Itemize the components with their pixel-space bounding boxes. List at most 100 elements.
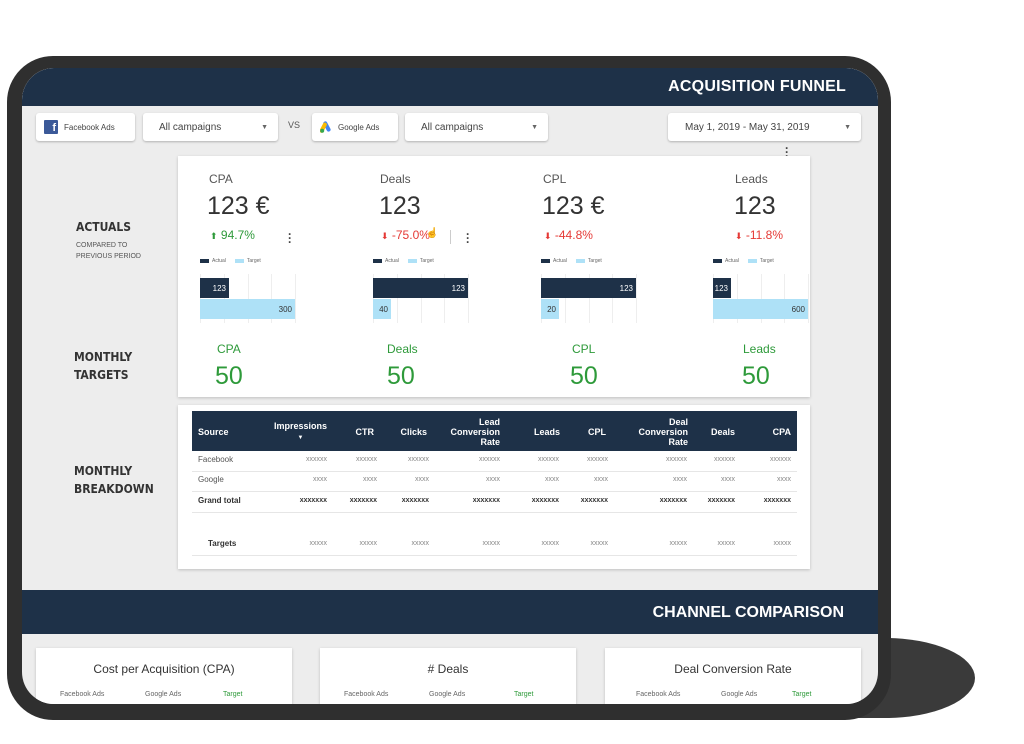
- chart-gridline: [784, 274, 785, 323]
- kpi-delta-value: -44.8%: [554, 228, 593, 242]
- column-header-label: Impressions: [273, 421, 328, 431]
- comparison-card-title: # Deals: [427, 662, 469, 676]
- target-name: Deals: [387, 342, 418, 356]
- chart-gridline: [713, 274, 714, 323]
- chart-gridline: [468, 274, 469, 323]
- chart-gridline: [224, 274, 225, 323]
- chart-legend: Actual Target: [373, 258, 434, 264]
- row-divider: [192, 555, 797, 556]
- table-cell: xxxx: [363, 476, 377, 483]
- actuals-sublabel: COMPARED TO: [76, 242, 128, 249]
- legend-label: Target: [759, 258, 774, 264]
- source-label: Facebook Ads: [64, 122, 115, 132]
- table-cell: xxxxxxx: [531, 497, 559, 504]
- chart-gridline: [373, 274, 374, 323]
- legend-label: Facebook Ads: [344, 691, 389, 698]
- table-cell: xxxxxx: [538, 456, 559, 463]
- table-cell: xxxxxxx: [472, 497, 500, 504]
- legend-label: Target: [419, 258, 434, 264]
- legend-label: Target: [587, 258, 602, 264]
- campaign-dropdown-1[interactable]: All campaigns ▼: [143, 113, 278, 141]
- chart-gridline: [421, 274, 422, 323]
- more-options-icon[interactable]: ···: [466, 227, 470, 249]
- campaign-dropdown-value: All campaigns: [159, 121, 222, 133]
- target-value: 50: [387, 362, 415, 390]
- breakdown-label-line: MONTHLY: [74, 464, 133, 478]
- table-cell: xxxxxx: [479, 456, 500, 463]
- table-cell: xxxxxxx: [580, 497, 608, 504]
- more-options-icon[interactable]: ···: [288, 227, 292, 249]
- chart-legend: Actual Target: [200, 258, 261, 264]
- table-cell: xxxxx: [309, 540, 328, 547]
- legend-label: Target: [514, 691, 534, 698]
- kpi-delta: ⬇ -75.0%: [381, 228, 430, 242]
- legend-swatch-target: [747, 259, 757, 263]
- table-cell: xxxxxx: [666, 456, 687, 463]
- source-selector-facebook[interactable]: f Facebook Ads: [36, 113, 135, 141]
- legend-swatch-actual: [713, 259, 722, 263]
- target-value: 50: [742, 362, 770, 390]
- target-name: Leads: [743, 342, 776, 356]
- date-range-picker[interactable]: May 1, 2019 - May 31, 2019 ▼: [668, 113, 861, 141]
- legend-label: Actual: [385, 258, 399, 264]
- chart-gridline: [248, 274, 249, 323]
- table-cell: xxxxxx: [770, 456, 791, 463]
- column-header-impressions[interactable]: Impressions ▼: [272, 421, 329, 443]
- chart-gridline: [808, 274, 809, 323]
- chart-gridline: [612, 274, 613, 323]
- chevron-down-icon: ▼: [844, 123, 851, 131]
- target-value: 50: [570, 362, 598, 390]
- table-cell: xxxxx: [773, 540, 792, 547]
- column-header-ctr[interactable]: CTR: [355, 427, 375, 437]
- column-header-deal-conversion-rate[interactable]: Deal Conversion Rate: [638, 417, 688, 447]
- legend-label: Facebook Ads: [60, 691, 105, 698]
- kpi-delta: ⬆ 94.7%: [210, 228, 255, 242]
- table-cell: xxxx: [313, 476, 327, 483]
- legend-swatch-actual: [200, 259, 209, 263]
- comparison-card-deal-conversion-rate: Deal Conversion Rate Facebook Ads Google…: [605, 648, 861, 704]
- column-header-leads[interactable]: Leads: [533, 427, 560, 437]
- bar-target: 300: [200, 299, 295, 319]
- source-selector-google[interactable]: Google Ads: [312, 113, 398, 141]
- table-cell: xxxxxxx: [659, 497, 687, 504]
- divider: [450, 230, 451, 244]
- page-title: ACQUISITION FUNNEL: [668, 78, 846, 95]
- column-header-source[interactable]: Source: [198, 427, 229, 437]
- sort-desc-icon: ▼: [297, 435, 304, 441]
- table-cell: xxxxxx: [356, 456, 377, 463]
- bar-target: 20: [541, 299, 559, 319]
- table-cell: xxxxx: [482, 540, 501, 547]
- chart-gridline: [541, 274, 542, 323]
- column-header-clicks[interactable]: Clicks: [400, 427, 427, 437]
- table-cell: xxxxxxx: [401, 497, 429, 504]
- column-header-lead-conversion-rate[interactable]: Lead Conversion Rate: [450, 417, 500, 447]
- legend-swatch-actual: [373, 259, 382, 263]
- arrow-down-icon: ⬇: [735, 231, 743, 241]
- row-divider: [192, 512, 797, 513]
- table-row-name: Google: [198, 475, 224, 484]
- comparison-card-title: Cost per Acquisition (CPA): [93, 662, 235, 676]
- campaign-dropdown-2[interactable]: All campaigns ▼: [405, 113, 548, 141]
- target-name: CPL: [572, 342, 596, 356]
- comparison-band: [22, 590, 878, 634]
- column-header-cpa[interactable]: CPA: [772, 427, 791, 437]
- table-cell: xxxx: [415, 476, 429, 483]
- table-cell: xxxxxx: [306, 456, 327, 463]
- chart-gridline: [737, 274, 738, 323]
- kpi-value: 123 €: [207, 192, 270, 220]
- targets-label-line: MONTHLY: [74, 350, 133, 364]
- column-header-deals[interactable]: Deals: [710, 427, 735, 437]
- kpi-delta-value: 94.7%: [220, 228, 255, 242]
- column-header-cpl[interactable]: CPL: [588, 427, 606, 437]
- legend-label: Target: [223, 691, 243, 698]
- table-cell: xxxxxx: [587, 456, 608, 463]
- comparison-title: CHANNEL COMPARISON: [652, 604, 844, 621]
- table-cell: xxxxxx: [714, 456, 735, 463]
- dashboard-screen: ACQUISITION FUNNEL f Facebook Ads All ca…: [22, 68, 878, 704]
- vs-label: VS: [288, 120, 301, 130]
- legend-label: Facebook Ads: [636, 691, 681, 698]
- kpi-name: CPL: [543, 172, 567, 186]
- chevron-down-icon: ▼: [531, 123, 538, 131]
- bar-actual: 123: [541, 278, 636, 298]
- chart-gridline: [589, 274, 590, 323]
